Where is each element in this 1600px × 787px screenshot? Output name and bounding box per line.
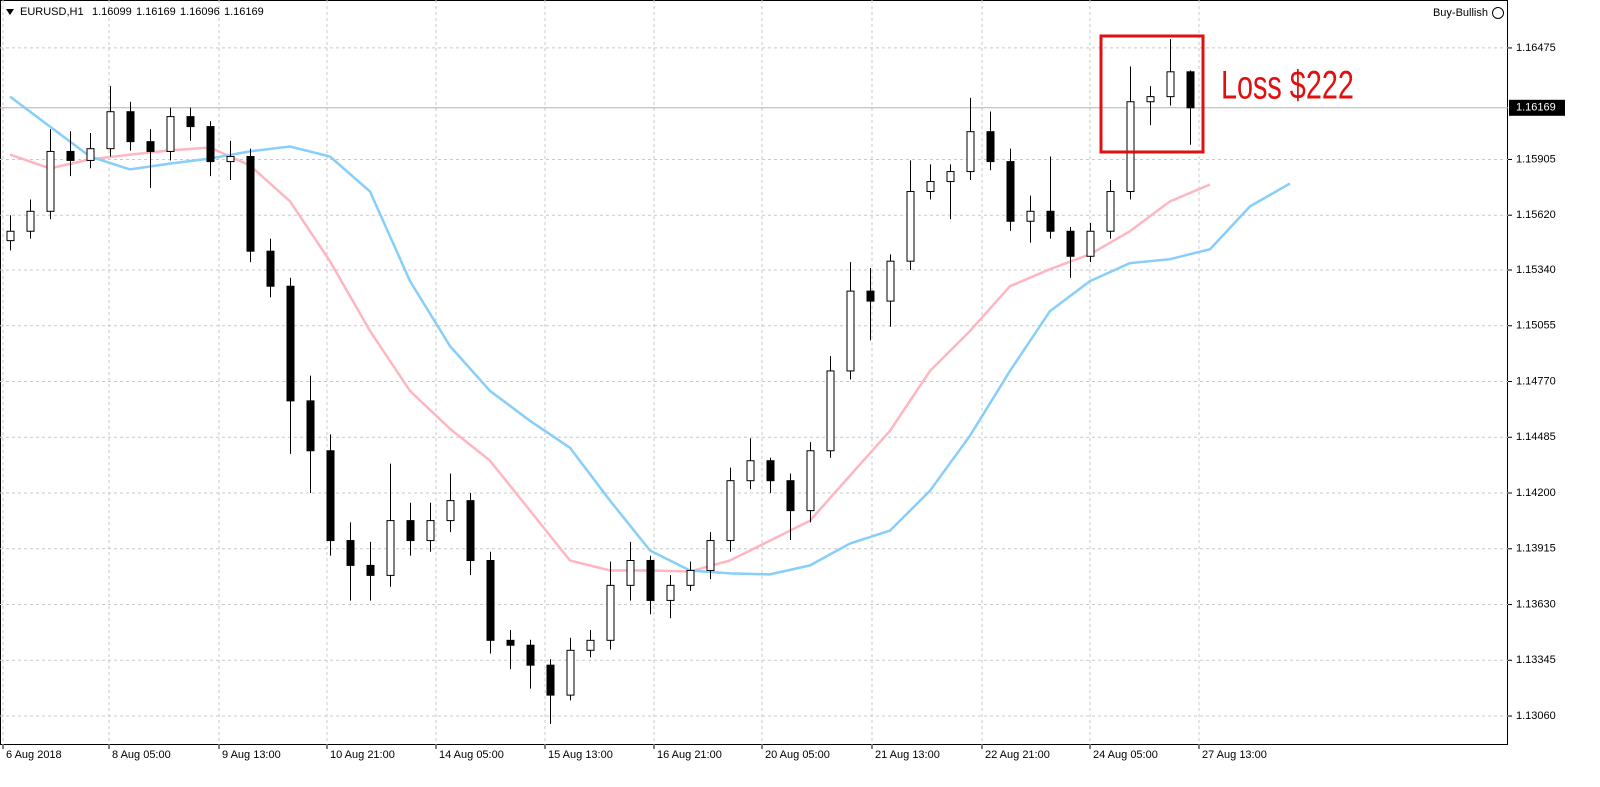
candle-body — [246, 156, 255, 252]
y-tick-label: 1.13630 — [1516, 598, 1556, 610]
candle-body — [366, 564, 375, 576]
candle-body — [326, 450, 335, 542]
candle-body — [866, 290, 875, 302]
y-tick-label: 1.14200 — [1516, 487, 1556, 499]
candle-body — [686, 569, 695, 586]
header-value: 1.16099 — [92, 6, 132, 18]
price-tag — [1509, 99, 1565, 116]
candle-body — [1046, 210, 1055, 232]
header-arrow — [6, 9, 14, 15]
candle-body — [26, 210, 35, 232]
y-tick-label: 1.14770 — [1516, 375, 1556, 387]
x-tick-label: 22 Aug 21:00 — [985, 749, 1050, 761]
y-tick-label: 1.16475 — [1516, 42, 1556, 54]
candle-body — [806, 450, 815, 512]
header-value: 1.16169 — [224, 6, 264, 18]
candle-body — [926, 181, 935, 193]
candle-body — [486, 560, 495, 641]
plot-frame — [0, 0, 1508, 745]
candle-body — [966, 131, 975, 173]
y-tick-label: 1.14485 — [1516, 431, 1556, 443]
candle-body — [286, 285, 295, 402]
candle-body — [626, 560, 635, 586]
candle-body — [386, 520, 395, 576]
candle-body — [526, 644, 535, 666]
candle-body — [746, 460, 755, 482]
candle-body — [186, 116, 195, 128]
annotation-text: Loss $222 — [1221, 63, 1354, 108]
x-tick-label: 16 Aug 21:00 — [657, 749, 722, 761]
candle-body — [1146, 96, 1155, 103]
candle-body — [346, 540, 355, 566]
candle-body — [166, 116, 175, 152]
x-tick-label: 14 Aug 05:00 — [439, 749, 504, 761]
x-tick-label: 8 Aug 05:00 — [112, 749, 171, 761]
candle-body — [226, 156, 235, 163]
candle-body — [466, 500, 475, 562]
candle-body — [1086, 230, 1095, 257]
candle-body — [666, 584, 675, 601]
candle-body — [846, 290, 855, 372]
candle-body — [426, 520, 435, 542]
x-tick-label: 24 Aug 05:00 — [1093, 749, 1158, 761]
indicator-icon — [1492, 7, 1504, 19]
x-tick-label: 21 Aug 13:00 — [875, 749, 940, 761]
candle-body — [446, 500, 455, 522]
candle-body — [586, 639, 595, 651]
candle-body — [1026, 210, 1035, 222]
candle-body — [646, 560, 655, 601]
candle-body — [106, 111, 115, 150]
y-tick-label: 1.15620 — [1516, 209, 1556, 221]
candle-body — [266, 250, 275, 287]
y-tick-label: 1.15905 — [1516, 153, 1556, 165]
candle-body — [906, 191, 915, 262]
x-tick-label: 9 Aug 13:00 — [222, 749, 281, 761]
candle-body — [206, 126, 215, 163]
candle-body — [1006, 161, 1015, 222]
candle-body — [86, 148, 95, 161]
candle-body — [886, 260, 895, 302]
candle-body — [726, 480, 735, 542]
header-value: 1.16096 — [180, 6, 220, 18]
x-tick-label: 15 Aug 13:00 — [548, 749, 613, 761]
candle-body — [506, 639, 515, 646]
candle-body — [566, 649, 575, 696]
y-tick-label: 1.15340 — [1516, 264, 1556, 276]
candle-body — [986, 131, 995, 163]
candle-body — [706, 540, 715, 571]
candle-body — [1106, 191, 1115, 232]
x-tick-label: 6 Aug 2018 — [6, 749, 62, 761]
symbol-label: EURUSD,H1 — [20, 6, 84, 18]
candle-body — [946, 171, 955, 183]
x-tick-label: 10 Aug 21:00 — [330, 749, 395, 761]
candle-body — [546, 664, 555, 696]
header-value: 1.16169 — [136, 6, 176, 18]
candle-body — [606, 584, 615, 641]
x-tick-label: 20 Aug 05:00 — [765, 749, 830, 761]
candle-body — [66, 150, 75, 161]
candle-body — [826, 370, 835, 452]
candle-body — [766, 460, 775, 482]
candle-body — [126, 111, 135, 143]
candle-body — [786, 480, 795, 512]
candle-body — [1066, 230, 1075, 257]
indicator-label: Buy-Bullish — [1433, 7, 1488, 19]
candle-body — [1186, 71, 1195, 109]
candle-body — [406, 520, 415, 542]
price-tag-label: 1.16169 — [1516, 102, 1556, 114]
candle-body — [46, 150, 55, 212]
y-tick-label: 1.13060 — [1516, 710, 1556, 722]
candle-body — [306, 400, 315, 452]
x-tick-label: 27 Aug 13:00 — [1202, 749, 1267, 761]
candle-body — [146, 141, 155, 152]
y-tick-label: 1.13915 — [1516, 543, 1556, 555]
candle-body — [6, 230, 15, 242]
y-tick-label: 1.15055 — [1516, 320, 1556, 332]
annotation-box — [1099, 34, 1205, 154]
moving-average — [9, 95, 1291, 576]
candle-body — [1166, 71, 1175, 98]
y-tick-label: 1.13345 — [1516, 654, 1556, 666]
candle-body — [1126, 101, 1135, 193]
